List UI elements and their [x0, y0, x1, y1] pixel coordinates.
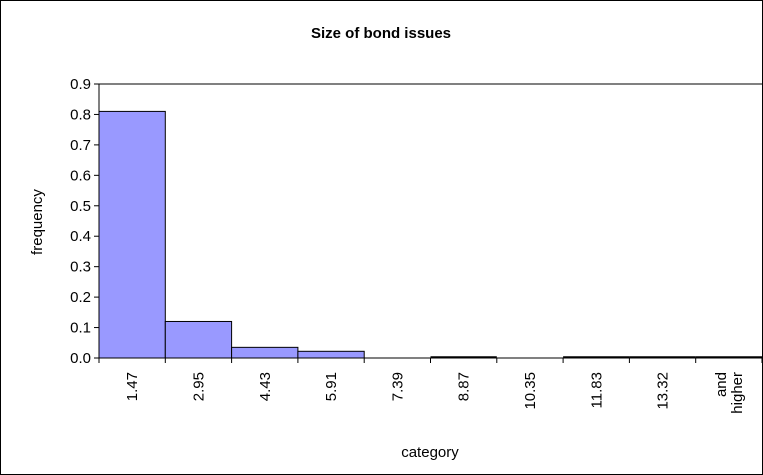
- x-tick-label: 5.91: [323, 372, 340, 401]
- y-tick-label: 0.2: [70, 289, 91, 306]
- x-tick-label: 1.47: [124, 372, 141, 401]
- plot-area: 0.0 0.1 0.2 0.3 0.4 0.5 0.6 0.7 0.8 0.9 1.47 2.95 4.…: [70, 76, 763, 414]
- y-tick-label: 0.0: [70, 350, 91, 367]
- y-tick-label: 0.9: [70, 76, 91, 93]
- histogram-bar: [297, 350, 365, 359]
- chart-title: Size of bond issues: [311, 25, 451, 42]
- x-axis-label: category: [401, 444, 459, 461]
- x-tick-label: 4.43: [257, 372, 274, 401]
- x-tick-label: 10.35: [522, 372, 539, 410]
- y-tick-label: 0.6: [70, 167, 91, 184]
- histogram-bar: [231, 346, 299, 359]
- histogram-bar: [164, 320, 233, 359]
- y-axis-label: frequency: [29, 189, 46, 255]
- histogram-bar: [98, 110, 166, 359]
- x-tick-label: 11.83: [588, 372, 605, 408]
- y-tick-label: 0.4: [70, 228, 91, 245]
- y-tick-label: 0.1: [70, 320, 91, 337]
- x-tick-label: 8.87: [456, 372, 473, 401]
- y-tick-label: 0.5: [70, 198, 91, 215]
- x-tick-label: andhigher: [713, 372, 746, 414]
- x-tick-label: 2.95: [190, 372, 207, 401]
- x-tick-label: 13.32: [655, 372, 672, 410]
- x-tick-label: 7.39: [389, 372, 406, 401]
- y-tick-label: 0.7: [70, 137, 91, 154]
- y-tick-label: 0.8: [70, 106, 91, 123]
- y-tick-label: 0.3: [70, 259, 91, 276]
